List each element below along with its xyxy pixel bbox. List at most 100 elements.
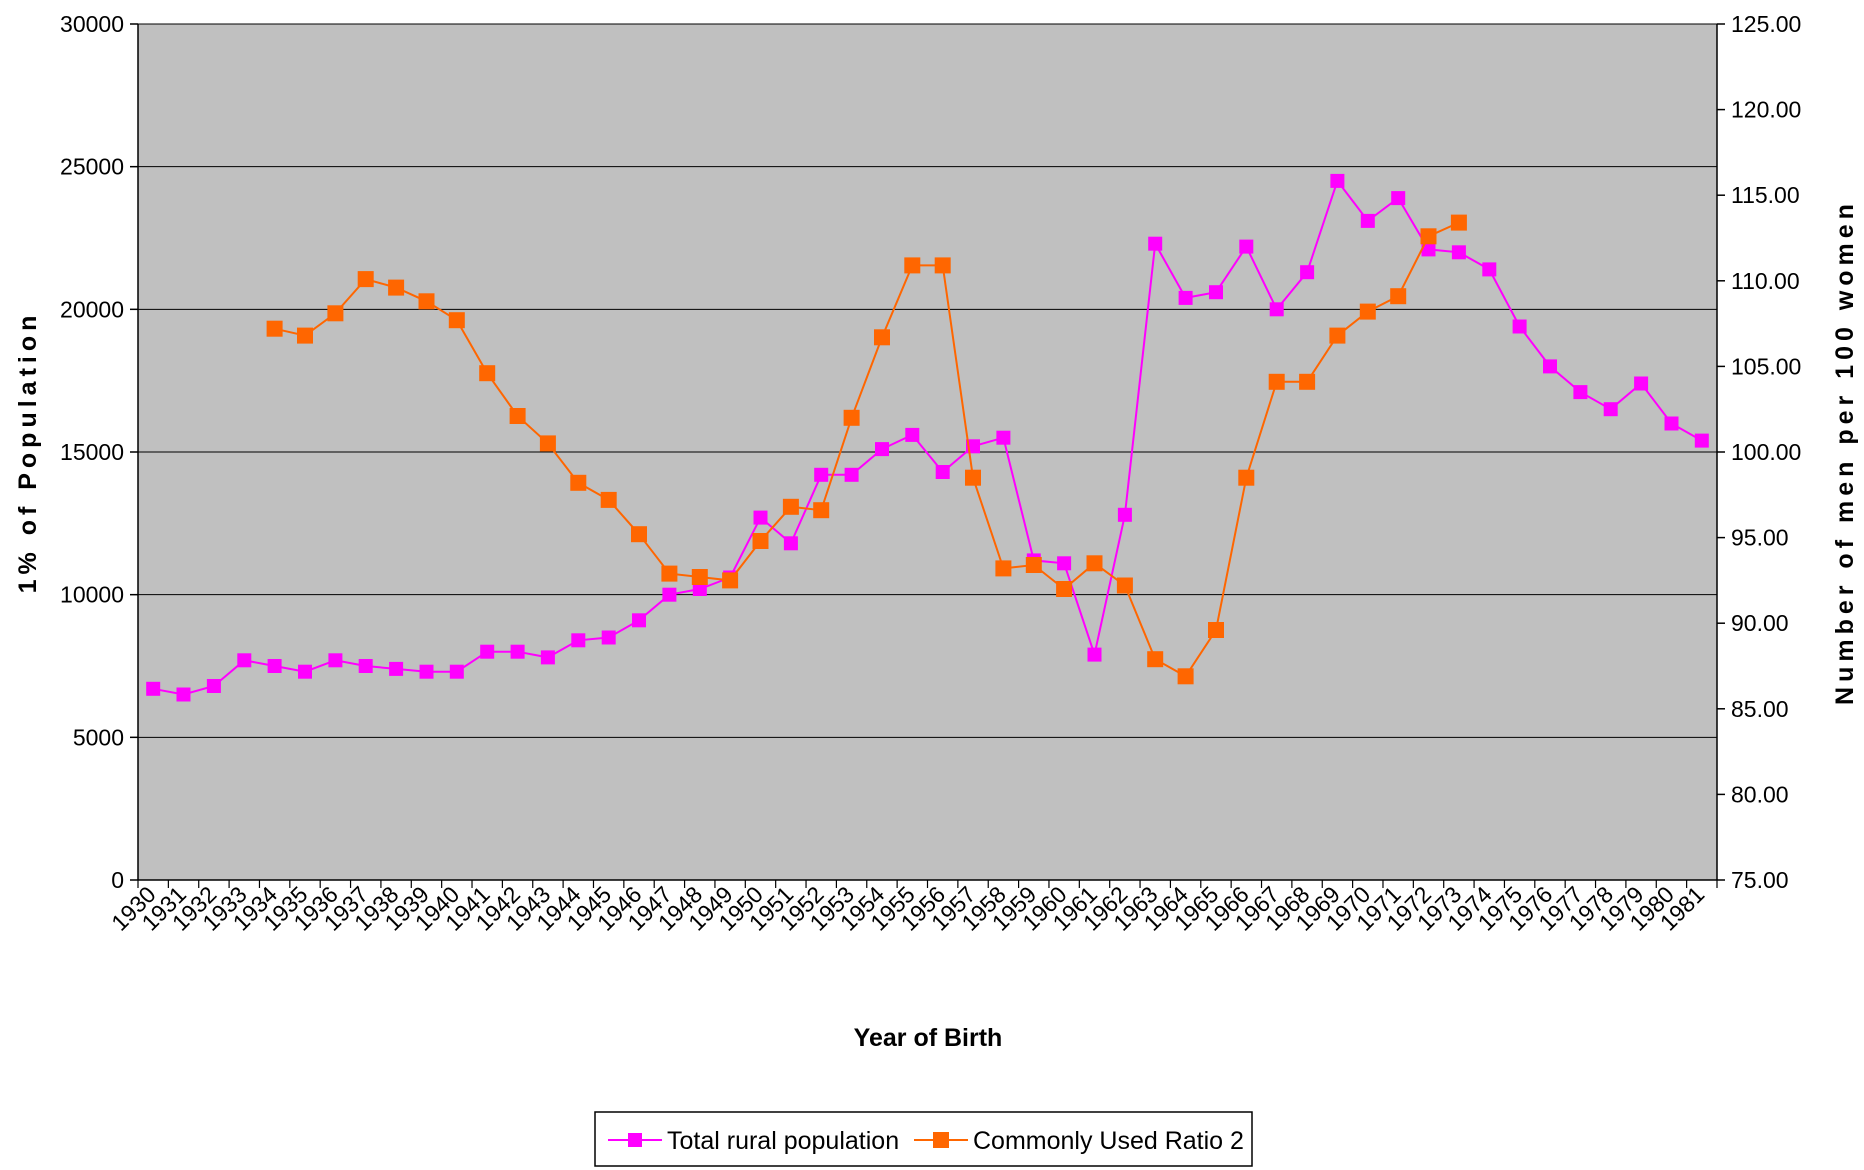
x-axis: 1930193119321933193419351936193719381939… <box>106 879 1718 936</box>
data-point-marker <box>1177 668 1194 685</box>
data-point-marker <box>1450 214 1467 231</box>
right-tick-label: 75.00 <box>1731 867 1789 893</box>
right-y-axis: 75.00 80.00 85.00 90.00 95.00 100.00 105.00 110… <box>1716 11 1801 893</box>
data-point-marker <box>1238 469 1255 486</box>
data-point-marker <box>146 681 161 696</box>
data-point-marker <box>1694 433 1709 448</box>
right-tick-label: 115.00 <box>1731 182 1800 208</box>
data-point-marker <box>1025 557 1042 573</box>
series-line <box>153 178 1703 696</box>
data-point-marker <box>1573 385 1588 400</box>
data-point-marker <box>935 465 950 479</box>
data-point-marker <box>1359 303 1376 320</box>
data-point-marker <box>539 435 556 452</box>
data-point-marker <box>510 644 525 659</box>
data-point-marker <box>1057 556 1072 571</box>
data-point-marker <box>1451 245 1466 260</box>
legend: Total rural population Commonly Used Rat… <box>594 1111 1253 1167</box>
data-point-marker <box>1420 228 1437 245</box>
data-point-marker <box>327 305 344 322</box>
data-point-marker <box>753 510 768 525</box>
data-point-marker <box>1269 302 1284 317</box>
data-point-marker <box>1299 373 1316 390</box>
data-point-marker <box>1482 262 1497 277</box>
legend-swatch-marker-total-rural <box>628 1133 642 1147</box>
series-line <box>274 221 1460 678</box>
data-point-marker <box>357 271 374 288</box>
left-y-axis: 0 5000 10000 15000 20000 25000 30000 <box>60 11 139 893</box>
data-point-marker <box>722 572 739 589</box>
data-point-marker <box>389 661 404 676</box>
data-point-marker <box>328 653 343 668</box>
data-point-marker <box>1116 577 1133 594</box>
data-point-marker <box>1087 647 1102 662</box>
data-point-marker <box>418 293 435 310</box>
data-point-marker <box>571 633 586 648</box>
data-point-marker <box>176 687 191 702</box>
data-point-marker <box>1268 373 1285 390</box>
data-point-marker <box>965 469 981 486</box>
data-point-marker <box>631 526 647 543</box>
data-point-marker <box>509 408 526 424</box>
data-point-marker <box>1117 507 1132 522</box>
data-point-marker <box>540 650 555 665</box>
legend-label-total-rural: Total rural population <box>667 1127 899 1155</box>
data-point-marker <box>1360 213 1375 228</box>
data-point-marker <box>570 474 587 491</box>
data-point-marker <box>1329 327 1346 344</box>
data-point-marker <box>934 257 951 274</box>
data-point-marker <box>448 312 465 329</box>
data-point-marker <box>905 427 920 442</box>
data-point-marker <box>479 365 496 382</box>
data-point-marker <box>600 491 617 508</box>
right-tick-label: 100.00 <box>1731 439 1801 465</box>
series-layer <box>146 173 1709 702</box>
data-point-marker <box>1086 555 1103 572</box>
right-tick-label: 90.00 <box>1731 610 1789 636</box>
left-tick-label: 30000 <box>60 11 124 37</box>
data-point-marker <box>1391 191 1406 206</box>
right-tick-label: 85.00 <box>1731 696 1789 722</box>
right-tick-label: 105.00 <box>1731 353 1801 379</box>
left-tick-label: 10000 <box>60 582 124 608</box>
data-point-marker <box>1208 622 1224 638</box>
data-point-marker <box>1147 651 1164 668</box>
right-tick-label: 120.00 <box>1731 97 1801 123</box>
data-point-marker <box>1209 285 1223 300</box>
legend-swatch-marker-ratio <box>933 1132 949 1148</box>
data-point-marker <box>691 569 708 585</box>
data-point-marker <box>1543 359 1557 374</box>
data-point-marker <box>1664 416 1679 431</box>
data-point-marker <box>419 664 434 679</box>
data-point-marker <box>1056 581 1073 597</box>
data-point-marker <box>752 533 769 549</box>
right-tick-label: 125.00 <box>1731 11 1801 37</box>
series-0 <box>146 173 1709 702</box>
data-point-marker <box>996 430 1011 445</box>
left-tick-label: 15000 <box>60 439 124 465</box>
data-point-marker <box>783 536 798 551</box>
data-point-marker <box>904 257 921 274</box>
data-point-marker <box>661 565 678 582</box>
data-point-marker <box>874 329 890 346</box>
x-axis-title: Year of Birth <box>854 1024 1003 1052</box>
data-point-marker <box>782 498 799 515</box>
right-tick-label: 95.00 <box>1731 525 1789 551</box>
data-point-marker <box>237 653 252 668</box>
data-point-marker <box>298 664 312 679</box>
left-tick-label: 0 <box>111 867 124 893</box>
left-tick-label: 20000 <box>60 296 124 322</box>
data-point-marker <box>875 442 889 457</box>
data-point-marker <box>662 587 677 602</box>
series-1 <box>266 214 1467 685</box>
data-point-marker <box>297 327 313 344</box>
data-point-marker <box>1603 402 1618 417</box>
data-point-marker <box>844 467 859 482</box>
data-point-marker <box>1148 236 1163 251</box>
data-point-marker <box>692 582 707 596</box>
data-point-marker <box>358 659 373 673</box>
data-point-marker <box>843 409 860 426</box>
data-point-marker <box>814 467 829 482</box>
data-point-marker <box>1178 290 1193 305</box>
